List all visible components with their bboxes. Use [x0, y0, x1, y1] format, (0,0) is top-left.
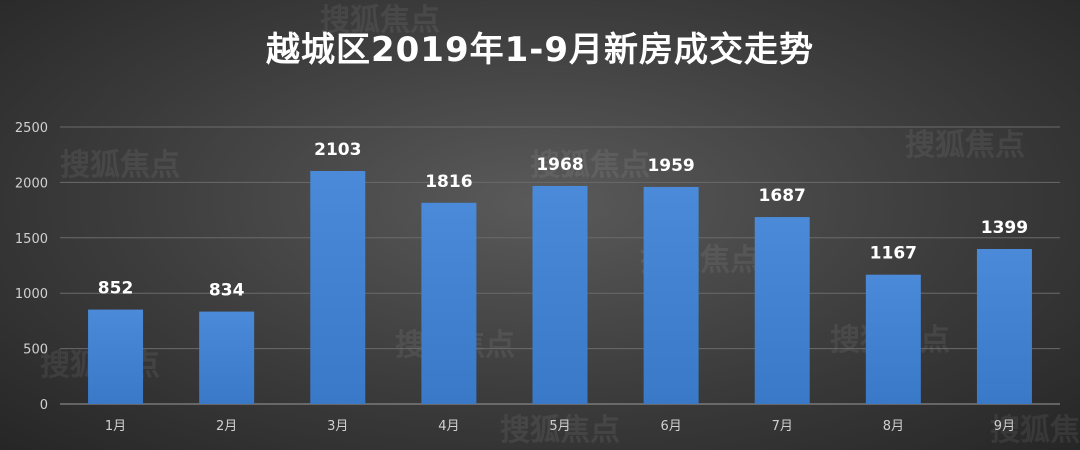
y-tick-label: 0: [40, 398, 48, 413]
data-labels: 852 834 2103 1816 1968 1959 1687 1167 1399: [98, 140, 1028, 301]
x-tick-label: 4月: [438, 419, 459, 434]
bar: [754, 217, 810, 404]
bar: [865, 274, 921, 404]
bar: [88, 309, 144, 404]
data-label: 1968: [536, 155, 583, 175]
bar: [532, 185, 588, 404]
bar: [310, 170, 366, 404]
x-tick-label: 6月: [660, 419, 681, 434]
data-label: 852: [98, 279, 134, 299]
data-label: 1399: [981, 218, 1028, 238]
y-tick-label: 500: [23, 343, 48, 358]
watermark: 搜狐焦点: [500, 413, 620, 448]
data-label: 1687: [759, 186, 806, 206]
x-tick-label: 7月: [772, 419, 793, 434]
data-label: 1816: [425, 172, 472, 192]
data-label: 1959: [647, 156, 694, 176]
bar: [421, 202, 477, 404]
x-tick-label: 2月: [216, 419, 237, 434]
data-label: 1167: [870, 244, 917, 264]
watermark: 搜狐焦点: [320, 3, 440, 38]
x-tick-label: 3月: [327, 419, 348, 434]
data-label: 2103: [314, 140, 361, 160]
bar: [199, 311, 255, 404]
y-axis-ticks: 0 500 1000 1500 2000 2500: [15, 121, 48, 413]
y-tick-label: 2000: [15, 176, 48, 191]
data-label: 834: [209, 281, 245, 301]
watermark: 搜狐焦点: [60, 148, 180, 183]
y-tick-label: 1000: [15, 287, 48, 302]
bars: [88, 170, 1032, 404]
bar: [643, 186, 699, 404]
y-tick-label: 1500: [15, 232, 48, 247]
watermark: 搜狐焦点: [905, 128, 1025, 163]
x-tick-label: 8月: [883, 419, 904, 434]
chart-title: 越城区2019年1-9月新房成交走势: [265, 30, 815, 70]
watermark: 搜狐焦点: [530, 148, 650, 183]
x-tick-label: 9月: [994, 419, 1015, 434]
watermark: 搜狐焦点: [990, 413, 1080, 448]
x-axis-ticks: 1月 2月 3月 4月 5月 6月 7月 8月 9月: [105, 419, 1015, 434]
bar: [976, 248, 1032, 404]
x-tick-label: 5月: [549, 419, 570, 434]
x-tick-label: 1月: [105, 419, 126, 434]
y-tick-label: 2500: [15, 121, 48, 136]
